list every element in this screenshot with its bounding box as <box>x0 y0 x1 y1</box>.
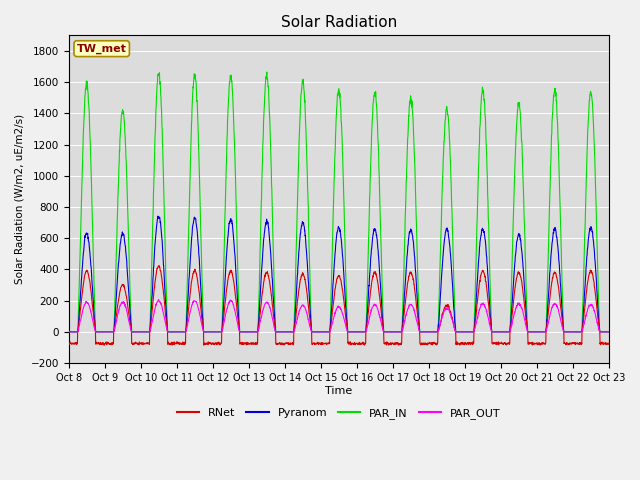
Text: TW_met: TW_met <box>77 44 127 54</box>
X-axis label: Time: Time <box>325 385 353 396</box>
Legend: RNet, Pyranom, PAR_IN, PAR_OUT: RNet, Pyranom, PAR_IN, PAR_OUT <box>172 403 505 423</box>
Y-axis label: Solar Radiation (W/m2, uE/m2/s): Solar Radiation (W/m2, uE/m2/s) <box>15 114 25 284</box>
Title: Solar Radiation: Solar Radiation <box>280 15 397 30</box>
